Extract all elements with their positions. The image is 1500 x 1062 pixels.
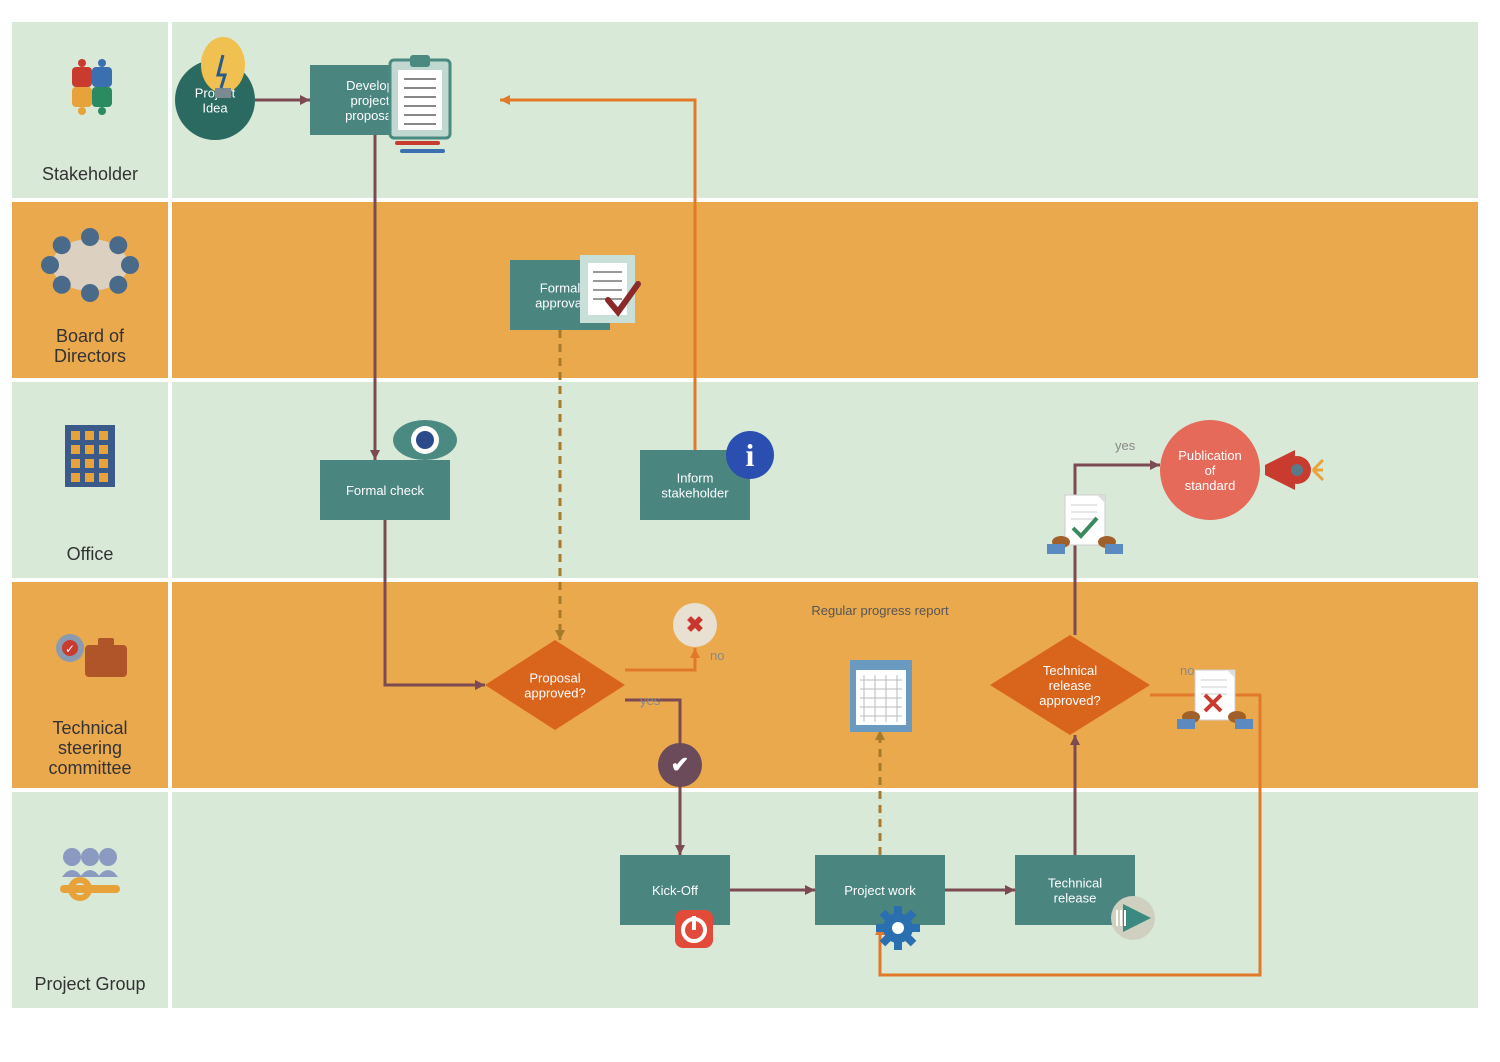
- lane-label: Technical: [52, 718, 127, 738]
- lane-label: Board of: [56, 326, 125, 346]
- node-label: Technical: [1048, 876, 1102, 891]
- node-label: Formal check: [346, 483, 425, 498]
- gear-icon: [876, 906, 920, 950]
- lane-area: [170, 200, 1480, 380]
- building-icon: [65, 425, 115, 487]
- badge-glyph: ✖: [686, 612, 704, 637]
- edge-label: yes: [1115, 438, 1136, 453]
- clipboard-icon: [390, 55, 450, 153]
- node-label: approved?: [524, 686, 585, 701]
- node-label: release: [1049, 678, 1092, 693]
- node-label: approved?: [1039, 693, 1100, 708]
- node-label: proposal: [345, 108, 395, 123]
- node-label: approval: [535, 296, 585, 311]
- node-label: Project work: [844, 883, 916, 898]
- lane-label: Directors: [54, 346, 126, 366]
- node-label: of: [1205, 463, 1216, 478]
- power-icon: [675, 910, 713, 948]
- lane-label: Stakeholder: [42, 164, 138, 184]
- node-label: Idea: [202, 101, 228, 116]
- lane-label: steering: [58, 738, 122, 758]
- node-label: Develop: [346, 78, 394, 93]
- lane-label: Project Group: [34, 974, 145, 994]
- node-label: Inform: [677, 471, 714, 486]
- meeting-icon: [41, 228, 139, 302]
- edge-label: yes: [640, 693, 661, 708]
- node-label: release: [1054, 891, 1097, 906]
- play-icon: [1111, 896, 1155, 940]
- svg-text:✓: ✓: [65, 642, 75, 656]
- annotation-label: Regular progress report: [811, 603, 949, 618]
- edge-label: no: [710, 648, 724, 663]
- checklist-icon: [580, 255, 638, 323]
- svg-text:i: i: [746, 437, 755, 473]
- team-icon: [60, 848, 120, 898]
- node-label: Proposal: [529, 671, 580, 686]
- swimlane-flowchart: Stakeholder Board ofDirectors Office ✓ Techn…: [0, 0, 1500, 1062]
- node-label: project: [350, 93, 389, 108]
- eye-icon: [393, 420, 457, 460]
- badge-glyph: ✔: [671, 752, 689, 777]
- node-label: Publication: [1178, 448, 1242, 463]
- lane-label: Office: [67, 544, 114, 564]
- report-icon: [850, 660, 912, 732]
- lane-label: committee: [48, 758, 131, 778]
- info-icon: i: [726, 431, 774, 479]
- node-label: standard: [1185, 478, 1236, 493]
- edge-label: no: [1180, 663, 1194, 678]
- node-label: Formal: [540, 281, 581, 296]
- node-label: Kick-Off: [652, 883, 698, 898]
- node-label: Technical: [1043, 663, 1097, 678]
- node-label: stakeholder: [661, 486, 729, 501]
